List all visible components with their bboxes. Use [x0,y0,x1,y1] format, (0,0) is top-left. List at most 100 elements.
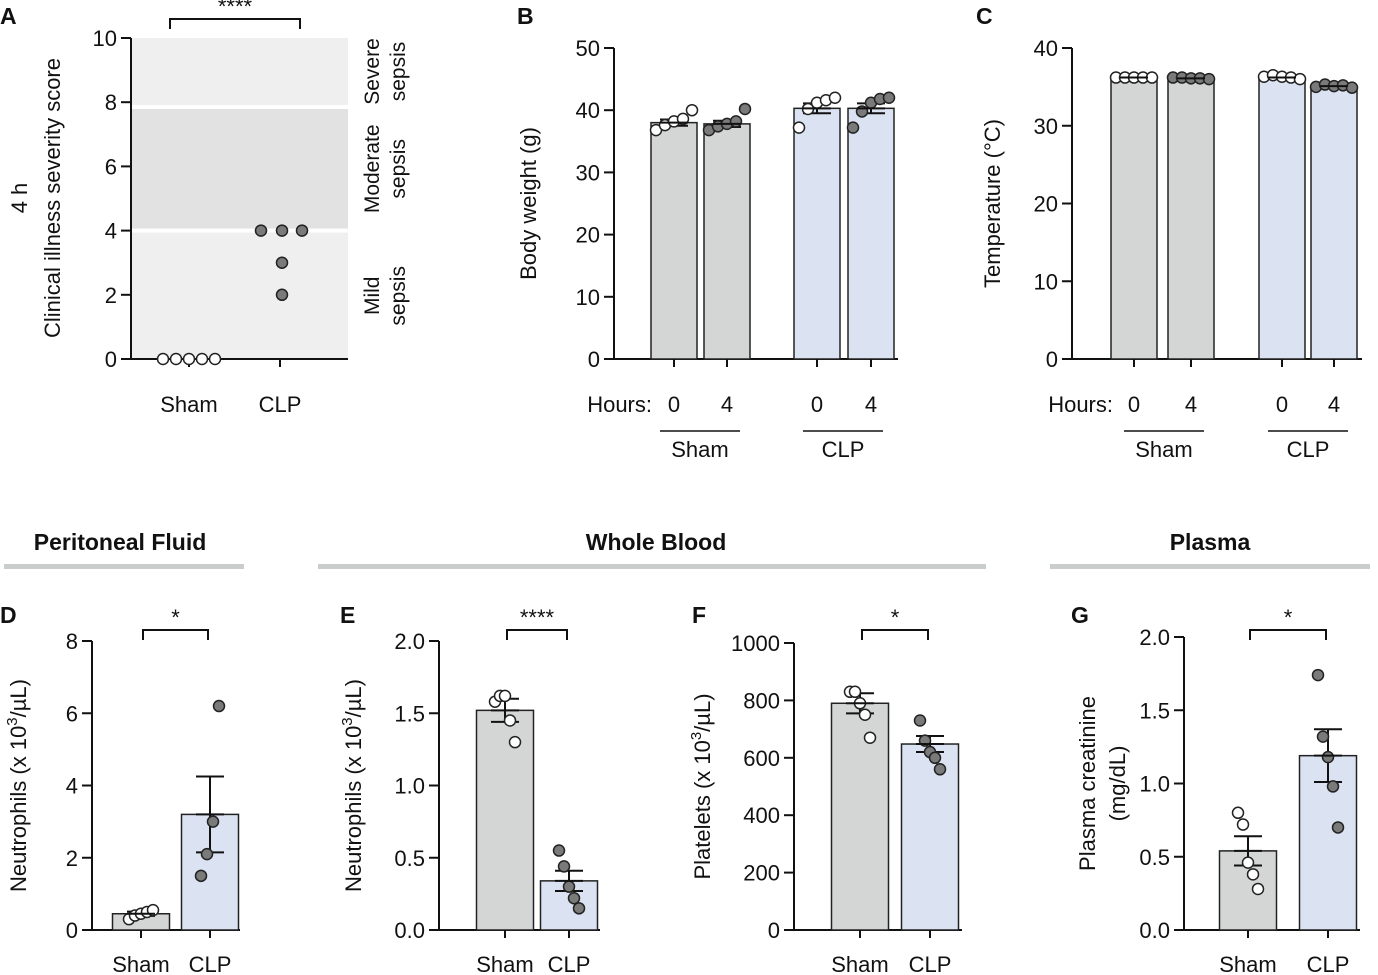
group-label: Sham [1135,437,1192,462]
significance-bracket [169,18,301,29]
y-tick-label: 2.0 [394,629,425,654]
group-label: CLP [822,437,865,462]
panel-letter-f: F [692,602,706,628]
significance-label: * [171,605,180,630]
data-point [194,869,208,883]
y-tick-label: 200 [743,861,780,886]
section-title-peritoneal: Peritoneal Fluid [34,529,207,555]
data-point [846,121,860,134]
y-tick-label: 40 [1034,36,1058,61]
panel-letter-c: C [976,3,993,29]
severity-zone [131,109,348,229]
y-tick-label: 600 [743,746,780,771]
data-point [738,102,752,116]
data-point [1145,71,1159,84]
x-prefix-label: Hours: [1048,392,1113,417]
x-tick-label: 4 [1328,392,1340,417]
bar-clp [847,107,895,360]
significance-bracket [861,629,929,640]
y-tick-label: 400 [743,803,780,828]
data-point [792,121,806,134]
x-tick-label: 4 [865,392,877,417]
panel-letter-e: E [340,602,355,628]
section-rule-peritoneal [4,564,244,569]
x-prefix-label: Hours: [587,392,652,417]
y-axis-label-text: Neutrophils (x 10 [6,726,31,892]
y-tick-label: 2.0 [1139,625,1170,650]
significance-bracket [142,629,209,640]
data-point [729,115,743,128]
y-axis-label: Neutrophils (x 103/µL) [4,679,31,892]
y-axis-label: Temperature (°C) [980,119,1005,288]
y-tick-label: 1.0 [394,774,425,799]
significance-bracket [1249,629,1327,640]
section-rule-plasma [1050,564,1370,569]
y-axis-label: Clinical illness severity score [40,58,65,338]
x-tick-label: Sham [831,952,888,975]
y-axis-label-text: Platelets (x 10 [690,740,715,879]
group-label: Sham [671,437,728,462]
data-point [1241,856,1255,869]
data-point [508,735,522,749]
y-tick-label: 6 [105,154,117,179]
data-point [212,699,226,713]
bar-sham [650,121,698,360]
data-point [1311,668,1325,682]
y-tick-label: 0.0 [394,918,425,943]
data-point [156,352,170,366]
data-point [863,731,877,744]
data-point [685,103,699,117]
data-point [913,714,927,727]
zone-label-line: Severe [361,38,384,105]
y-tick-label: 6 [66,701,78,726]
data-point [1246,868,1260,881]
zone-label: Severe sepsis [361,38,410,105]
data-point [1321,750,1335,764]
bar-clp [1258,76,1306,360]
x-tick-label: CLP [189,952,232,975]
data-point [1345,81,1359,94]
y-axis-label: Body weight (g) [516,127,541,280]
data-point [1231,806,1245,820]
data-point [1326,780,1340,793]
row-label: 4 h [7,183,32,214]
y-tick-label: 0.5 [1139,845,1170,870]
data-point [562,880,576,893]
data-point [498,689,512,703]
zone-label: Mild sepsis [361,266,410,326]
significance-label: **** [218,0,253,19]
data-point [1331,821,1345,834]
y-tick-label: 10 [1034,269,1058,294]
data-point [503,714,517,727]
panel-letter-b: B [517,3,534,29]
y-tick-label: 0 [105,347,117,372]
y-tick-label: 0 [768,918,780,943]
data-point [169,352,183,366]
data-point [848,685,862,699]
y-axis-label: Neutrophils (x 103/µL) [339,679,366,892]
zone-label-line: sepsis [387,42,410,102]
data-point [1251,882,1265,896]
data-point [882,91,896,105]
data-point [275,288,289,302]
y-tick-label: 20 [576,223,600,248]
y-tick-label: 40 [576,98,600,123]
data-point [295,224,309,237]
y-tick-label: 8 [66,629,78,654]
section-rule-blood [318,564,986,569]
x-tick-label: Sham [476,952,533,975]
x-tick-label: CLP [909,952,952,975]
y-tick-label: 4 [105,219,117,244]
bar-sham [1110,76,1158,360]
bar-sham [475,709,535,931]
data-point [552,844,566,857]
panel-e-chart: 0.0 0.5 1.0 1.5 2.0 Sham CLP **** Neutrophils (x… [339,605,600,975]
y-tick-label: 30 [576,160,600,185]
y-axis-label-line: (mg/dL) [1105,746,1130,822]
x-tick-label: 4 [1185,392,1197,417]
y-axis-label: Platelets (x 103/µL) [688,693,715,879]
y-tick-label: 1.5 [1139,698,1170,723]
data-point [567,891,581,905]
data-point [206,815,220,828]
